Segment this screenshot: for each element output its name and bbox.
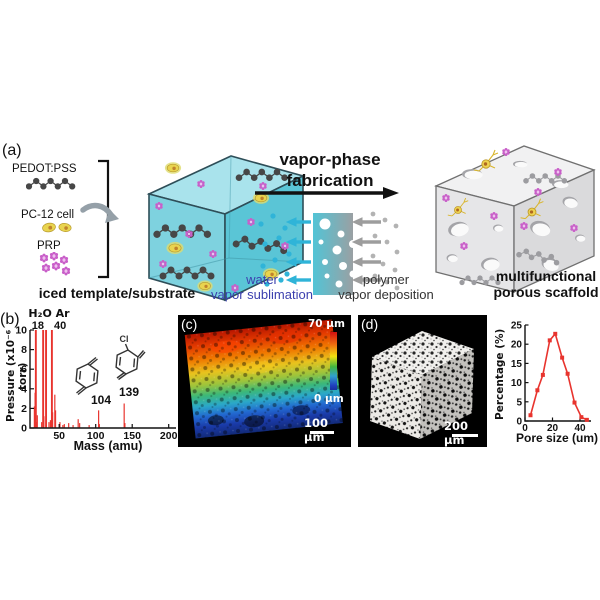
spectrum-peak-header: H₂O Ar 18 40 (26, 307, 72, 332)
chloro-quinodimethane-structure-139: Cl (115, 334, 146, 381)
legend-pc12-label: PC-12 cell (21, 209, 75, 221)
mass-spectrum-chart: 0 2 4 6 8 10 50 100 150 200 (15, 325, 178, 443)
prp-flowers-icon (39, 252, 71, 276)
process-title: vapor-phase fabrication (250, 149, 410, 191)
iced-template-caption: iced template/substrate (38, 285, 196, 301)
svg-text:0: 0 (522, 423, 528, 434)
panel-c-image-box: (c) 70 μm 0 μm 100 μm (178, 315, 351, 447)
panel-c-label: (c) (181, 316, 198, 332)
pc12-cells-icon (41, 221, 73, 234)
panel-a-label: (a) (2, 142, 22, 159)
peak-139-label: 139 (118, 385, 140, 399)
legend-prp-label: PRP (37, 240, 61, 252)
right-arrow-icon (255, 187, 399, 199)
svg-text:4: 4 (21, 383, 27, 395)
panel-b-label: (b) (0, 311, 20, 328)
left-arrow-icon-water (285, 217, 311, 285)
scaffold-caption-line1: multifunctional (495, 268, 597, 284)
depth-map-image (178, 315, 351, 447)
sublimating-substrate-block (313, 213, 353, 295)
water-sublimation-label: water vapor sublimation (210, 272, 314, 302)
panel-c-scalebar-label: 100 μm (304, 416, 329, 444)
svg-text:6: 6 (21, 364, 27, 376)
process-title-line2: fabrication (286, 171, 374, 190)
legend-pedot-label: PEDOT:PSS (12, 163, 77, 175)
pore-chart-x-axis-label: Pore size (um) (515, 431, 599, 445)
polymer-label-line2: vapor deposition (338, 287, 434, 302)
depth-colorbar (330, 332, 337, 390)
panel-c-scalebar (310, 431, 334, 434)
left-arrow-icon-polymer (351, 217, 381, 285)
panel-d-scalebar (452, 434, 478, 437)
panel-d-image-box: (d) 200 μm (358, 315, 487, 447)
vapor-exchange-graphic (258, 211, 400, 295)
iced-template-cube (146, 155, 306, 302)
chlorine-label: Cl (120, 334, 129, 344)
spectrum-x-axis-label: Mass (amu) (73, 439, 143, 453)
pore-size-chart: 0 5 10 15 20 25 0 20 40 (511, 321, 591, 434)
svg-text:40: 40 (574, 423, 586, 434)
svg-text:20: 20 (511, 340, 523, 351)
process-title-line1: vapor-phase (279, 150, 381, 169)
water-vapor-dots (258, 213, 292, 287)
svg-text:25: 25 (511, 321, 523, 332)
svg-text:50: 50 (53, 430, 65, 442)
svg-text:5: 5 (516, 397, 522, 408)
svg-text:15: 15 (511, 359, 523, 370)
water-label-line2: vapor sublimation (211, 287, 313, 302)
svg-text:100: 100 (87, 430, 105, 442)
panel-d-scalebar-label: 200 μm (444, 419, 469, 447)
colorbar-min-label: 0 μm (314, 393, 344, 405)
svg-text:200: 200 (160, 430, 178, 442)
polymer-deposition-label: polymer vapor deposition (336, 272, 436, 302)
peak-masses-label: 18 40 (31, 320, 67, 332)
svg-text:20: 20 (547, 423, 559, 434)
peak-104-label: 104 (90, 393, 112, 407)
porous-scaffold-cube (434, 145, 596, 294)
colorbar-max-label: 70 μm (308, 318, 345, 330)
svg-text:0: 0 (516, 417, 522, 428)
water-label-line1: water (246, 272, 278, 287)
pedot-chain-icon (26, 177, 76, 190)
curved-arrow-icon (80, 202, 119, 223)
svg-text:8: 8 (21, 344, 27, 356)
polymer-vapor-dots (370, 211, 400, 291)
polymer-label-line1: polymer (362, 272, 410, 287)
scaffold-caption-line2: porous scaffold (493, 284, 599, 300)
peak-molecules-label: H₂O Ar (28, 307, 70, 320)
svg-text:10: 10 (511, 378, 523, 389)
svg-text:10: 10 (15, 325, 27, 337)
svg-text:2: 2 (21, 403, 27, 415)
scaffold-caption: multifunctional porous scaffold (492, 268, 600, 300)
svg-text:0: 0 (21, 423, 27, 435)
microct-cube-image (358, 315, 487, 447)
svg-text:150: 150 (123, 430, 141, 442)
quinodimethane-structure-104 (75, 356, 99, 396)
panel-d-label: (d) (361, 316, 379, 332)
